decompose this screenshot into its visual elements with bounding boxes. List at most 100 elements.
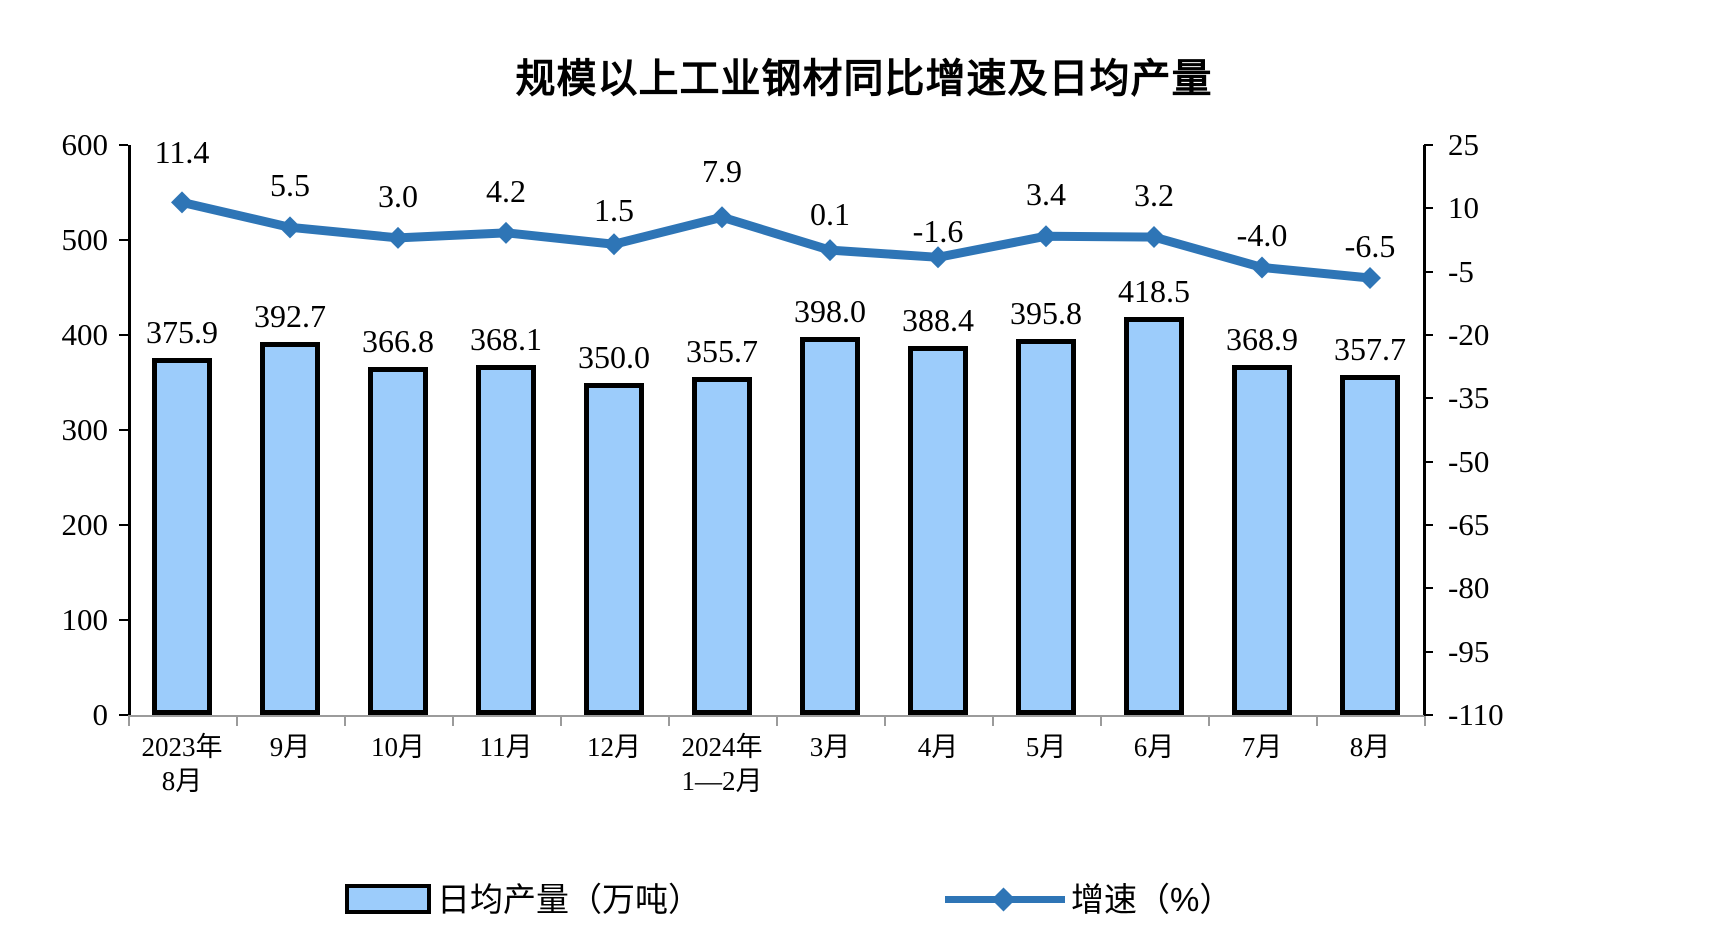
x-axis-label-line1: 8月	[1349, 732, 1391, 762]
line-value-label: 3.2	[1134, 177, 1174, 214]
bar-value-label: 366.8	[362, 322, 434, 359]
line-value-label: 4.2	[486, 172, 526, 209]
bar-value-label: 368.9	[1226, 320, 1298, 357]
legend-item-growth-rate[interactable]: 增速（%）	[945, 877, 1232, 921]
x-axis-label: 4月	[848, 730, 1028, 764]
bar[interactable]	[368, 366, 428, 715]
line-value-label: 7.9	[702, 153, 742, 190]
left-axis-tick-label: 400	[61, 317, 109, 352]
bar[interactable]	[152, 357, 212, 715]
bar[interactable]	[1340, 375, 1400, 715]
left-axis-tick-label: 200	[61, 507, 109, 542]
x-axis-label: 10月	[308, 730, 488, 764]
right-axis-line	[1423, 145, 1426, 717]
right-axis-tick-label: -80	[1448, 570, 1490, 606]
right-axis-tick	[1424, 334, 1433, 336]
right-axis-tick	[1424, 587, 1433, 590]
left-axis-tick	[119, 334, 128, 336]
bar-value-label: 395.8	[1010, 294, 1082, 331]
left-axis-tick-label: 500	[61, 222, 109, 257]
line-marker-diamond[interactable]	[927, 246, 949, 269]
chart-title: 规模以上工业钢材同比增速及日均产量	[515, 57, 1213, 101]
bar-value-label: 350.0	[578, 338, 650, 375]
left-axis-tick-label: 0	[92, 697, 109, 732]
x-axis-label-line2: 1—2月	[681, 766, 763, 796]
line-marker-diamond[interactable]	[279, 216, 301, 239]
x-axis-label-line1: 11月	[479, 732, 533, 762]
bar-swatch-icon	[345, 884, 431, 914]
right-axis-tick	[1424, 144, 1433, 146]
x-axis-label: 11月	[416, 730, 596, 764]
legend-item-daily-output[interactable]: 日均产量（万吨）	[345, 877, 701, 921]
bar-value-label: 392.7	[254, 297, 326, 334]
line-marker-diamond[interactable]	[1035, 225, 1057, 248]
right-axis-tick	[1424, 524, 1433, 526]
right-axis-tick-label: -20	[1448, 317, 1490, 352]
x-axis-label-line1: 6月	[1133, 732, 1175, 762]
line-marker-diamond[interactable]	[495, 221, 517, 244]
x-axis-label: 6月	[1064, 730, 1244, 764]
bar-value-label: 357.7	[1334, 331, 1406, 368]
left-axis-tick	[119, 524, 128, 526]
line-value-label: -4.0	[1236, 217, 1288, 254]
x-axis-tick	[992, 717, 994, 726]
line-marker-diamond[interactable]	[819, 239, 841, 262]
x-axis-label-line1: 5月	[1025, 732, 1067, 762]
line-value-label: 3.0	[378, 177, 418, 214]
legend-label-growth-rate: 增速（%）	[1071, 880, 1233, 918]
bottom-axis-line	[128, 715, 1426, 717]
bar[interactable]	[908, 346, 968, 715]
line-marker-diamond[interactable]	[711, 206, 733, 229]
x-axis-label: 12月	[524, 730, 704, 764]
x-axis-tick	[560, 717, 562, 726]
right-axis-tick	[1424, 397, 1433, 400]
x-axis-tick	[884, 717, 886, 726]
bar[interactable]	[1232, 364, 1292, 715]
x-axis-tick	[776, 717, 778, 726]
line-marker-diamond[interactable]	[1143, 226, 1165, 249]
x-axis-tick	[668, 717, 670, 726]
x-axis-label-line2: 8月	[161, 766, 203, 796]
x-axis-label: 3月	[740, 730, 920, 764]
right-axis-tick-label: -35	[1448, 380, 1490, 416]
right-axis-tick	[1424, 714, 1433, 716]
left-axis-line	[128, 145, 131, 717]
x-axis-label: 9月	[200, 730, 380, 764]
left-axis-tick	[119, 619, 128, 621]
x-axis-label-line1: 3月	[809, 732, 851, 762]
line-marker-diamond[interactable]	[603, 233, 625, 256]
left-axis-tick	[119, 144, 128, 146]
line-marker-diamond[interactable]	[1251, 256, 1273, 279]
x-axis-tick	[1100, 717, 1102, 726]
bar-value-label: 355.7	[686, 333, 758, 370]
line-marker-diamond[interactable]	[387, 226, 409, 249]
left-axis-tick-label: 300	[61, 412, 109, 447]
left-axis-tick-label: 100	[61, 602, 109, 637]
right-axis-tick	[1424, 270, 1433, 273]
line-value-label: 11.4	[154, 134, 210, 171]
bar[interactable]	[800, 336, 860, 715]
bar-value-label: 398.0	[794, 292, 866, 329]
x-axis-tick	[1424, 717, 1426, 726]
x-axis-label-line1: 10月	[371, 732, 425, 762]
x-axis-tick	[236, 717, 238, 726]
line-value-label: 5.5	[270, 167, 310, 204]
x-axis-label-line1: 2024年	[681, 732, 763, 762]
x-axis-label-line1: 4月	[917, 732, 959, 762]
bar-value-label: 418.5	[1118, 273, 1190, 310]
bar[interactable]	[692, 377, 752, 715]
x-axis-label: 7月	[1172, 730, 1352, 764]
line-marker-diamond[interactable]	[1359, 267, 1381, 289]
right-axis-tick-label: -50	[1448, 443, 1490, 479]
bar[interactable]	[1016, 338, 1076, 715]
bar[interactable]	[476, 365, 536, 715]
right-axis-tick-label: -65	[1448, 507, 1490, 542]
bar[interactable]	[584, 382, 644, 715]
x-axis-label-line1: 2023年	[141, 732, 223, 762]
x-axis-tick	[1208, 717, 1210, 726]
bar[interactable]	[1124, 317, 1184, 715]
line-marker-diamond[interactable]	[171, 191, 193, 214]
x-axis-tick	[344, 717, 346, 726]
x-axis-label-line1: 7月	[1241, 732, 1283, 762]
bar[interactable]	[260, 341, 320, 715]
